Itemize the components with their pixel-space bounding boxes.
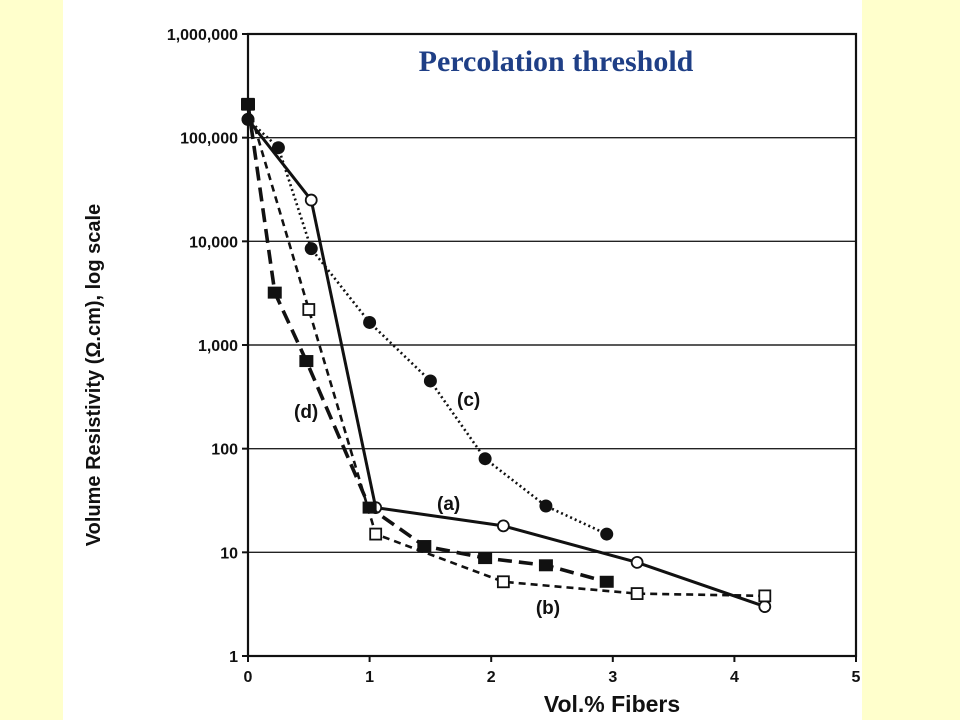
data-point — [304, 193, 318, 207]
data-point — [423, 374, 437, 388]
data-point — [369, 527, 383, 541]
x-tick-label: 0 — [244, 669, 253, 686]
data-point — [599, 575, 614, 588]
y-tick-label: 1,000,000 — [167, 27, 238, 44]
series-d — [241, 98, 614, 588]
y-axis-title: Volume Resistivity (Ω.cm), log scale — [83, 204, 105, 546]
series-line — [247, 118, 608, 536]
x-tick-label: 1 — [365, 669, 374, 686]
data-point — [267, 286, 282, 299]
data-point — [630, 587, 644, 600]
slide-panel — [63, 0, 862, 720]
series-label-a: (a) — [437, 494, 460, 515]
data-series — [241, 97, 772, 613]
x-tick-label: 4 — [730, 669, 739, 686]
x-tick-label: 2 — [487, 669, 496, 686]
data-point — [362, 501, 377, 514]
series-b — [241, 97, 772, 603]
y-tick-label: 10 — [220, 545, 238, 562]
series-line — [246, 104, 608, 584]
series-line — [246, 118, 766, 608]
series-line — [246, 103, 765, 598]
data-point — [630, 555, 644, 569]
slide-title: Percolation threshold — [419, 45, 694, 78]
data-point — [538, 559, 553, 572]
data-point — [539, 499, 553, 513]
y-tick-label: 100,000 — [180, 131, 238, 148]
y-tick-label: 10,000 — [189, 234, 238, 251]
data-point — [496, 575, 510, 589]
data-point — [299, 355, 314, 368]
x-axis-title: Vol.% Fibers — [544, 691, 680, 717]
data-point — [758, 600, 772, 613]
series-label-d: (d) — [294, 402, 318, 423]
series-a — [241, 113, 772, 613]
data-point — [417, 540, 432, 553]
data-point — [478, 552, 493, 565]
data-point — [758, 589, 772, 603]
data-point — [241, 98, 255, 111]
data-point — [304, 242, 318, 256]
series-c — [241, 112, 614, 541]
data-point — [302, 303, 316, 316]
y-tick-label: 1,000 — [198, 338, 238, 355]
data-point — [478, 452, 492, 466]
data-point — [271, 141, 285, 155]
x-tick-label: 5 — [852, 669, 861, 686]
x-tick-label: 3 — [608, 669, 617, 686]
y-tick-label: 1 — [229, 649, 238, 666]
data-point — [496, 519, 510, 533]
data-point — [363, 315, 377, 329]
y-tick-label: 100 — [211, 442, 238, 459]
series-label-c: (c) — [457, 390, 480, 411]
curve-labels: (d) (c) (a) (b) — [294, 390, 560, 619]
series-label-b: (b) — [536, 598, 560, 619]
data-point — [600, 527, 614, 541]
